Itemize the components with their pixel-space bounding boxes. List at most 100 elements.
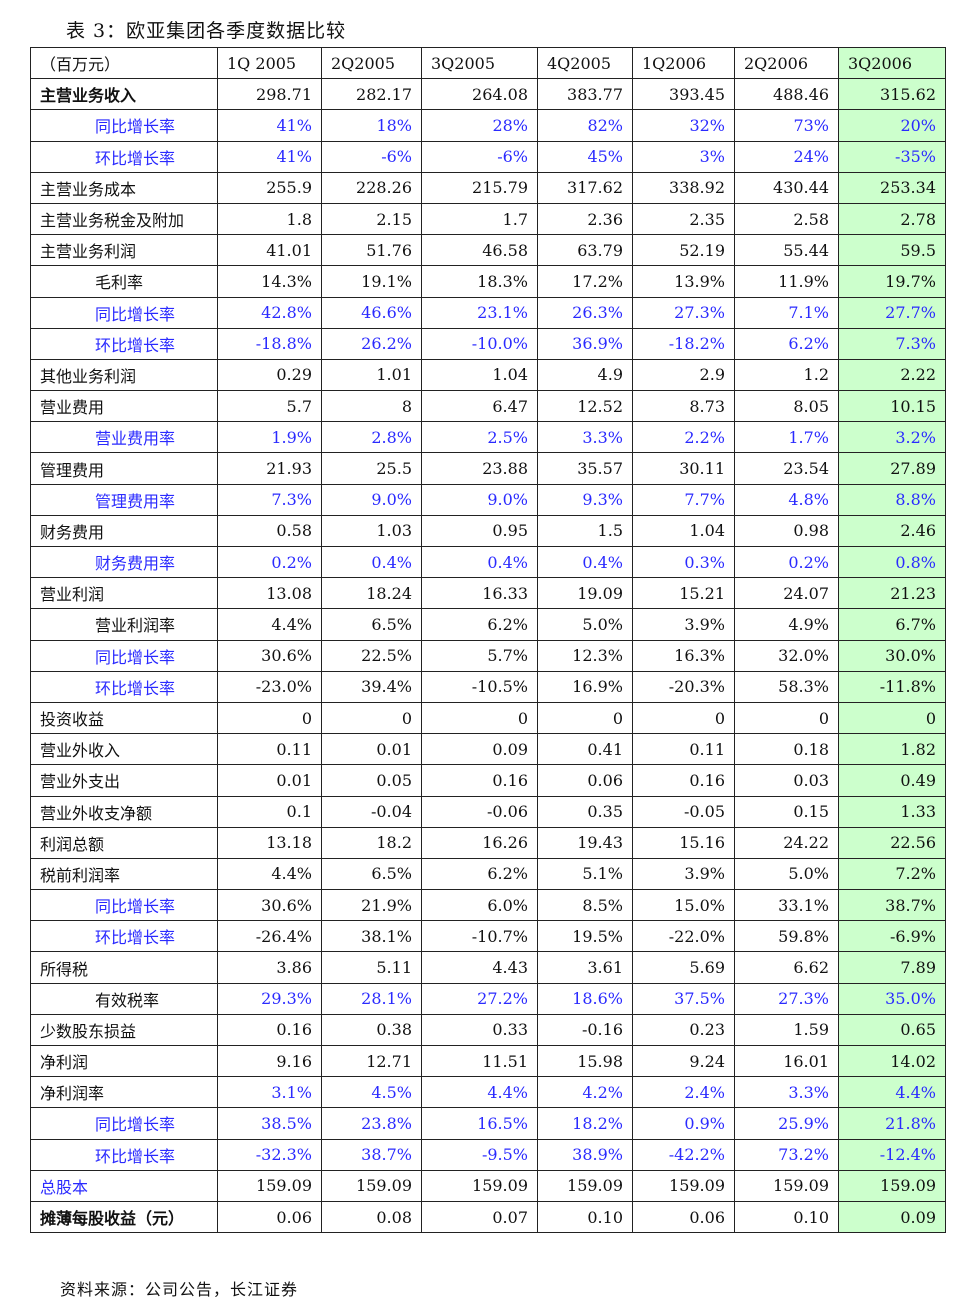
cell-value: 9.0%: [421, 483, 538, 516]
cell-value: 15.98: [537, 1044, 633, 1078]
row-label: 同比增长率: [30, 889, 218, 922]
table-row: 环比增长率 -32.3% 38.7% -9.5% 38.9% -42.2% 73.2% -12…: [30, 1138, 946, 1171]
cell-value: 28%: [421, 109, 538, 142]
cell-value: 8.5%: [537, 889, 633, 922]
cell-value: 16.33: [421, 577, 538, 610]
table-row: 同比增长率 42.8% 46.6% 23.1% 26.3% 27.3% 7.1% 27.7%: [30, 296, 946, 329]
cell-value: -32.3%: [217, 1138, 322, 1171]
cell-value: 15.21: [632, 577, 735, 610]
cell-value: 19.5%: [537, 920, 633, 953]
row-label: 营业外收入: [30, 733, 218, 766]
cell-value: 0.16: [421, 764, 538, 797]
cell-value: 26.2%: [321, 327, 422, 360]
cell-value: 2.9: [632, 358, 735, 392]
cell-value: 27.2%: [421, 982, 538, 1015]
cell-value: 4.4%: [217, 857, 322, 891]
row-label: 营业外支出: [30, 764, 218, 797]
cell-value: -11.8%: [838, 670, 946, 703]
row-label: 营业费用率: [30, 421, 218, 454]
cell-value: 51.76: [321, 234, 422, 267]
cell-value: 37.5%: [632, 982, 735, 1015]
cell-value: 20%: [838, 109, 946, 142]
cell-value: 0.4%: [421, 545, 538, 579]
cell-value: 0.16: [217, 1013, 322, 1047]
row-label: 毛利率: [30, 265, 218, 298]
cell-value: 6.47: [421, 390, 538, 423]
cell-value: 18.6%: [537, 982, 633, 1015]
cell-value: 2.22: [838, 358, 946, 392]
cell-value: -18.2%: [632, 327, 735, 360]
row-label: 环比增长率: [30, 140, 218, 173]
cell-value: 0.01: [321, 733, 422, 766]
cell-value: 0.41: [537, 733, 633, 766]
cell-value: 23.1%: [421, 296, 538, 329]
cell-value: 23.54: [734, 452, 839, 485]
table-row: 营业利润率 4.4% 6.5% 6.2% 5.0% 3.9% 4.9% 6.7%: [30, 608, 946, 641]
cell-value: 35.0%: [838, 982, 946, 1015]
cell-value: 19.1%: [321, 265, 422, 298]
cell-value: -18.8%: [217, 327, 322, 360]
cell-value: 0: [734, 701, 839, 735]
cell-value: 22.56: [838, 826, 946, 859]
cell-value: 0.38: [321, 1013, 422, 1047]
cell-value: 0.3%: [632, 545, 735, 579]
cell-value: 1.33: [838, 795, 946, 828]
cell-value: 0.16: [632, 764, 735, 797]
row-label: 主营业务税金及附加: [30, 202, 218, 236]
cell-value: 0.06: [537, 764, 633, 797]
cell-value: 13.08: [217, 577, 322, 610]
cell-value: 253.34: [838, 171, 946, 204]
cell-value: 24.22: [734, 826, 839, 859]
cell-value: 46.58: [421, 234, 538, 267]
cell-value: 18.3%: [421, 265, 538, 298]
cell-value: 159.09: [734, 1169, 839, 1202]
cell-value: 59.8%: [734, 920, 839, 953]
row-label: 有效税率: [30, 982, 218, 1015]
cell-value: 23.88: [421, 452, 538, 485]
cell-value: -10.5%: [421, 670, 538, 703]
row-label: 营业费用: [30, 390, 218, 423]
cell-value: 1.9%: [217, 421, 322, 454]
cell-value: 4.4%: [217, 608, 322, 641]
table-row: 管理费用 21.93 25.5 23.88 35.57 30.11 23.54 27.89: [30, 452, 946, 485]
cell-value: 5.11: [321, 951, 422, 984]
column-header: 2Q2006: [734, 46, 839, 80]
cell-value: -20.3%: [632, 670, 735, 703]
cell-value: 45%: [537, 140, 633, 173]
row-label: 营业利润: [30, 577, 218, 610]
cell-value: 18.24: [321, 577, 422, 610]
cell-value: 38.5%: [217, 1107, 322, 1140]
cell-value: 12.71: [321, 1044, 422, 1078]
cell-value: 8.05: [734, 390, 839, 423]
column-header: 4Q2005: [537, 46, 633, 80]
cell-value: 8: [321, 390, 422, 423]
cell-value: 2.46: [838, 514, 946, 548]
row-label: 同比增长率: [30, 296, 218, 329]
row-label: 总股本: [30, 1169, 218, 1202]
cell-value: 38.7%: [321, 1138, 422, 1171]
row-label: 净利润: [30, 1044, 218, 1078]
column-header: 3Q2005: [421, 46, 538, 80]
cell-value: 7.89: [838, 951, 946, 984]
cell-value: -6.9%: [838, 920, 946, 953]
cell-value: 0: [321, 701, 422, 735]
cell-value: 0.08: [321, 1200, 422, 1234]
cell-value: -6%: [321, 140, 422, 173]
cell-value: 1.7: [421, 202, 538, 236]
cell-value: 6.2%: [734, 327, 839, 360]
table-row: 利润总额 13.18 18.2 16.26 19.43 15.16 24.22 22.56: [30, 826, 946, 859]
table-row: 营业费用率 1.9% 2.8% 2.5% 3.3% 2.2% 1.7% 3.2%: [30, 421, 946, 454]
cell-value: 0.35: [537, 795, 633, 828]
cell-value: 42.8%: [217, 296, 322, 329]
cell-value: 0.10: [734, 1200, 839, 1234]
cell-value: 0: [632, 701, 735, 735]
cell-value: -42.2%: [632, 1138, 735, 1171]
cell-value: 7.2%: [838, 857, 946, 891]
cell-value: 0: [537, 701, 633, 735]
table-row: 管理费用率 7.3% 9.0% 9.0% 9.3% 7.7% 4.8% 8.8%: [30, 483, 946, 516]
cell-value: 52.19: [632, 234, 735, 267]
row-label: 财务费用: [30, 514, 218, 548]
cell-value: 5.69: [632, 951, 735, 984]
cell-value: 0.23: [632, 1013, 735, 1047]
cell-value: 4.8%: [734, 483, 839, 516]
